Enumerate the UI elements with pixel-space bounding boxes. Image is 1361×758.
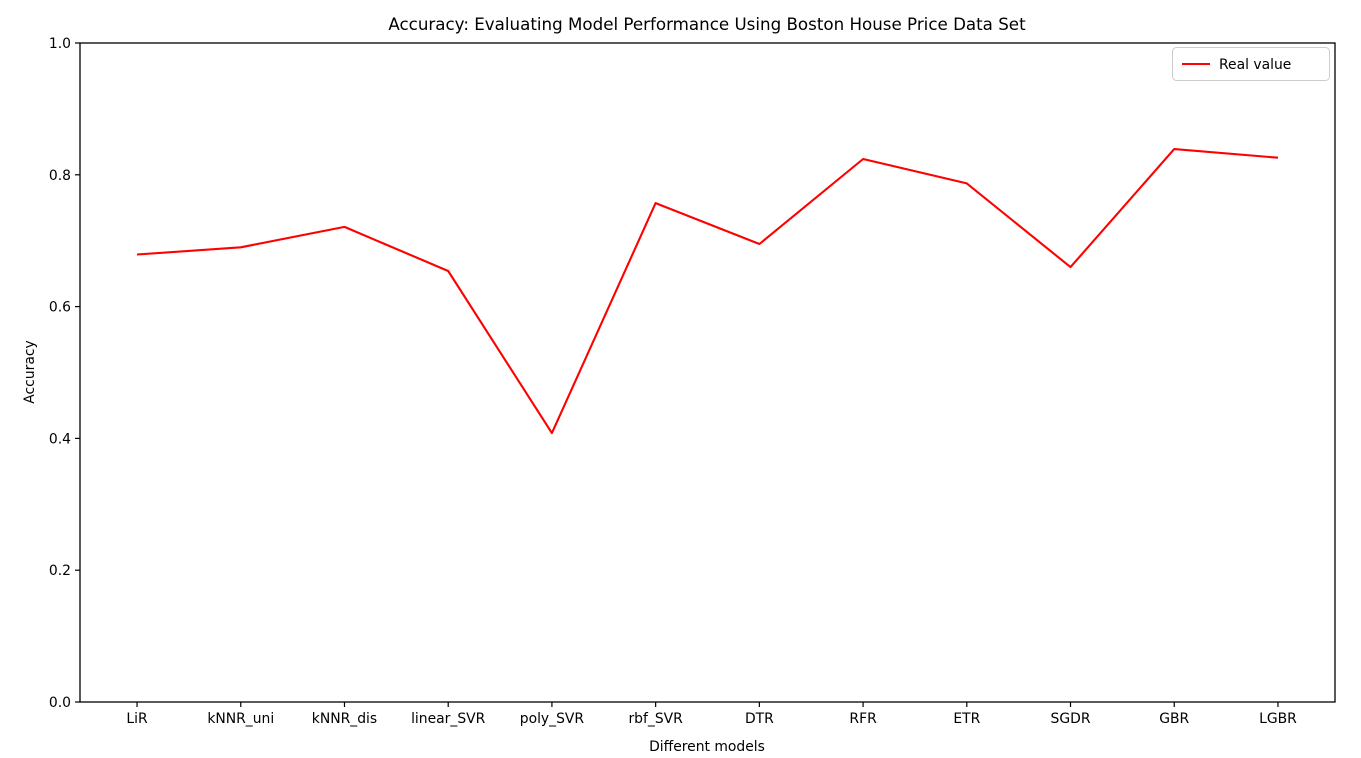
x-tick-label: ETR <box>953 711 980 727</box>
series-line-real-value <box>136 148 1279 435</box>
y-tick-label: 0.0 <box>49 695 71 711</box>
x-tick-label: poly_SVR <box>520 711 585 727</box>
x-tick-label: SGDR <box>1051 711 1091 727</box>
y-axis: 0.0 0.2 0.4 0.6 0.8 1.0 <box>49 36 80 711</box>
y-tick-label: 0.4 <box>49 431 71 447</box>
x-tick-label: rbf_SVR <box>628 711 683 727</box>
x-tick-label: linear_SVR <box>411 711 486 727</box>
legend-box <box>1172 47 1330 81</box>
x-axis-label: Different models <box>649 739 765 755</box>
y-tick-label: 1.0 <box>49 36 71 52</box>
x-tick-label: GBR <box>1159 711 1189 727</box>
y-tick-label: 0.8 <box>49 168 71 184</box>
x-tick-label: LGBR <box>1259 711 1297 727</box>
y-axis-label: Accuracy <box>22 340 38 403</box>
legend: Real value <box>1172 47 1330 81</box>
plot-frame <box>79 42 1336 703</box>
legend-label: Real value <box>1219 57 1291 73</box>
x-tick-label: LiR <box>126 711 148 727</box>
x-tick-label: kNNR_uni <box>207 711 274 727</box>
x-tick-label: kNNR_dis <box>312 711 377 727</box>
x-tick-label: DTR <box>745 711 774 727</box>
y-tick-label: 0.6 <box>49 300 71 316</box>
x-tick-label: RFR <box>849 711 877 727</box>
x-axis: LiR kNNR_uni kNNR_dis linear_SVR poly_SVR rbf… <box>126 702 1297 727</box>
chart-title: Accuracy: Evaluating Model Performance U… <box>388 14 1026 34</box>
y-tick-label: 0.2 <box>49 563 71 579</box>
